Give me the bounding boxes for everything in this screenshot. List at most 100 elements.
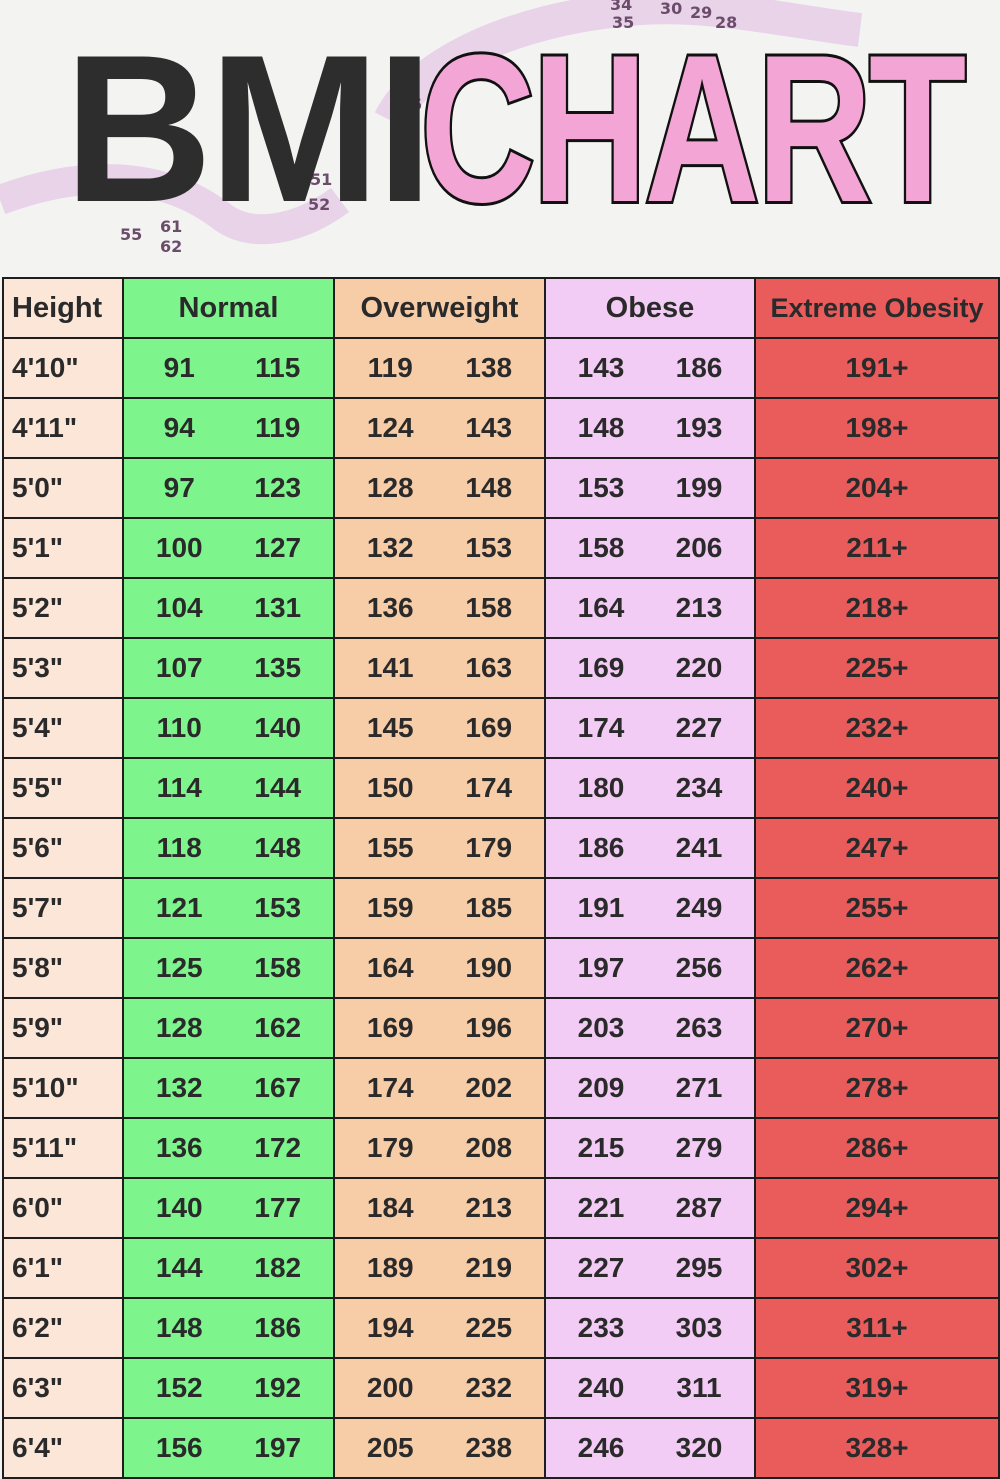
normal-max-value: 186 (254, 1312, 302, 1343)
overweight-min-value: 179 (366, 1132, 414, 1163)
obese-max-value: 287 (675, 1192, 723, 1223)
tape-number: 52 (308, 195, 330, 214)
normal-range-cell: 110 140 (122, 697, 335, 759)
height-cell: 5'4" (2, 697, 124, 759)
height-cell: 5'10" (2, 1057, 124, 1119)
overweight-max-value: 238 (465, 1432, 513, 1463)
table-row: 5'2" 104 131 136 158 164 213 218+ (2, 577, 1000, 639)
overweight-min-value: 119 (367, 352, 413, 383)
extreme-obesity-cell: 328+ (754, 1417, 1000, 1479)
obese-range-cell: 233 303 (544, 1297, 756, 1359)
extreme-obesity-cell: 198+ (754, 397, 1000, 459)
obese-min-value: 240 (577, 1372, 625, 1403)
overweight-range-cell: 164 190 (333, 937, 546, 999)
normal-min-value: 97 (163, 472, 195, 503)
overweight-range-cell: 174 202 (333, 1057, 546, 1119)
extreme-obesity-cell: 204+ (754, 457, 1000, 519)
tape-number: 51 (310, 170, 332, 189)
obese-min-value: 221 (577, 1192, 625, 1223)
overweight-range-cell: 128 148 (333, 457, 546, 519)
normal-min-value: 152 (155, 1372, 203, 1403)
overweight-min-value: 124 (366, 412, 414, 443)
obese-range-cell: 164 213 (544, 577, 756, 639)
normal-min-value: 144 (155, 1252, 203, 1283)
normal-range-cell: 136 172 (122, 1117, 335, 1179)
obese-min-value: 203 (577, 1012, 625, 1043)
extreme-obesity-cell: 225+ (754, 637, 1000, 699)
extreme-obesity-cell: 278+ (754, 1057, 1000, 1119)
height-cell: 5'3" (2, 637, 124, 699)
normal-max-value: 153 (254, 892, 302, 923)
table-row: 5'1" 100 127 132 153 158 206 211+ (2, 517, 1000, 579)
tape-number: 61 (160, 217, 182, 236)
overweight-max-value: 148 (465, 472, 513, 503)
overweight-max-value: 196 (465, 1012, 513, 1043)
obese-max-value: 320 (675, 1432, 723, 1463)
obese-max-value: 206 (675, 532, 723, 563)
overweight-min-value: 132 (366, 532, 414, 563)
overweight-max-value: 138 (465, 352, 513, 383)
normal-range-cell: 148 186 (122, 1297, 335, 1359)
obese-range-cell: 240 311 (544, 1357, 756, 1419)
height-cell: 6'3" (2, 1357, 124, 1419)
overweight-min-value: 159 (366, 892, 414, 923)
obese-range-cell: 169 220 (544, 637, 756, 699)
table-row: 6'1" 144 182 189 219 227 295 302+ (2, 1237, 1000, 1299)
normal-max-value: 162 (254, 1012, 302, 1043)
overweight-min-value: 194 (366, 1312, 414, 1343)
obese-range-cell: 158 206 (544, 517, 756, 579)
normal-max-value: 158 (254, 952, 302, 983)
overweight-min-value: 200 (366, 1372, 414, 1403)
overweight-range-cell: 132 153 (333, 517, 546, 579)
obese-range-cell: 215 279 (544, 1117, 756, 1179)
obese-range-cell: 180 234 (544, 757, 756, 819)
normal-min-value: 128 (155, 1012, 203, 1043)
table-row: 5'7" 121 153 159 185 191 249 255+ (2, 877, 1000, 939)
header-obese: Obese (544, 277, 756, 339)
obese-max-value: 279 (675, 1132, 723, 1163)
table-row: 6'0" 140 177 184 213 221 287 294+ (2, 1177, 1000, 1239)
height-cell: 5'9" (2, 997, 124, 1059)
obese-range-cell: 148 193 (544, 397, 756, 459)
table-row: 6'3" 152 192 200 232 240 311 319+ (2, 1357, 1000, 1419)
header-row: Height Normal Overweight Obese Extreme O… (2, 277, 1000, 339)
tape-number: 28 (715, 13, 737, 32)
tape-number: 55 (120, 225, 142, 244)
obese-range-cell: 143 186 (544, 337, 756, 399)
overweight-max-value: 219 (465, 1252, 513, 1283)
normal-min-value: 107 (155, 652, 203, 683)
normal-min-value: 91 (163, 352, 195, 383)
tape-number: 30 (660, 0, 682, 18)
normal-max-value: 115 (255, 352, 301, 383)
normal-max-value: 123 (254, 472, 302, 503)
obese-min-value: 153 (577, 472, 625, 503)
extreme-obesity-cell: 218+ (754, 577, 1000, 639)
table-row: 5'4" 110 140 145 169 174 227 232+ (2, 697, 1000, 759)
normal-range-cell: 100 127 (122, 517, 335, 579)
obese-max-value: 186 (675, 352, 723, 383)
obese-max-value: 263 (675, 1012, 723, 1043)
table-row: 5'11" 136 172 179 208 215 279 286+ (2, 1117, 1000, 1179)
table-row: 5'10" 132 167 174 202 209 271 278+ (2, 1057, 1000, 1119)
height-cell: 6'2" (2, 1297, 124, 1359)
height-cell: 4'11" (2, 397, 124, 459)
overweight-max-value: 225 (465, 1312, 513, 1343)
extreme-obesity-cell: 232+ (754, 697, 1000, 759)
tape-number: 34 (610, 0, 632, 14)
obese-range-cell: 221 287 (544, 1177, 756, 1239)
obese-min-value: 174 (577, 712, 625, 743)
obese-max-value: 311 (676, 1372, 722, 1403)
obese-max-value: 249 (675, 892, 723, 923)
overweight-range-cell: 124 143 (333, 397, 546, 459)
overweight-max-value: 153 (465, 532, 513, 563)
normal-max-value: 127 (254, 532, 302, 563)
obese-min-value: 233 (577, 1312, 625, 1343)
obese-max-value: 199 (675, 472, 723, 503)
obese-min-value: 209 (577, 1072, 625, 1103)
normal-min-value: 104 (155, 592, 203, 623)
header-height: Height (2, 277, 124, 339)
overweight-min-value: 128 (366, 472, 414, 503)
overweight-min-value: 141 (366, 652, 414, 683)
bmi-table: Height Normal Overweight Obese Extreme O… (2, 277, 1000, 1479)
